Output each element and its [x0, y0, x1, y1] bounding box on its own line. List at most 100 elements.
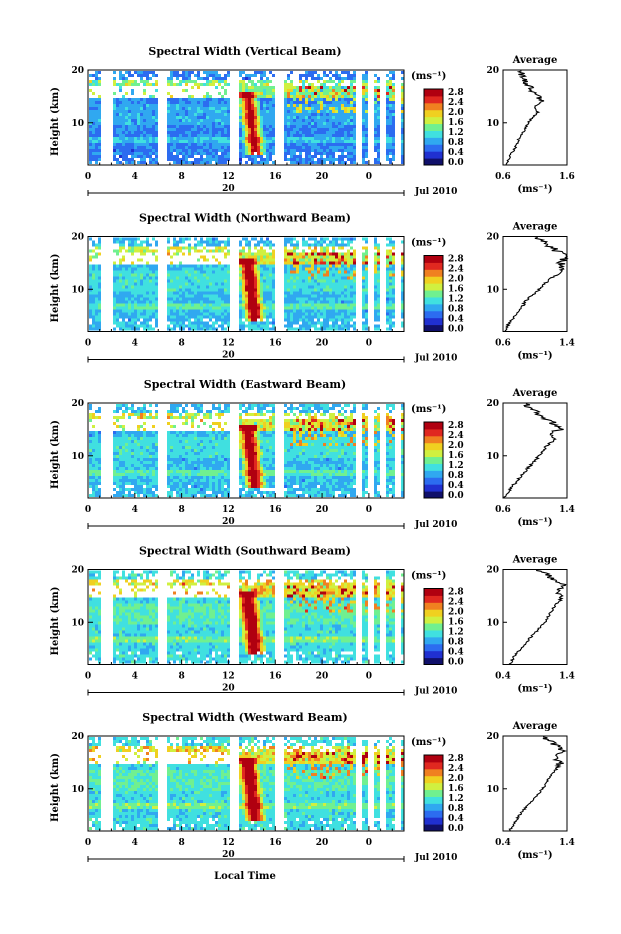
heatmap-cell — [299, 143, 302, 146]
heatmap-cell — [173, 274, 176, 277]
heatmap-cell — [92, 325, 95, 328]
heatmap-cell — [218, 155, 221, 158]
heatmap-cell — [257, 113, 260, 116]
heatmap-cell — [335, 95, 338, 98]
heatmap-cell — [260, 250, 263, 253]
heatmap-cell — [269, 143, 272, 146]
heatmap-cell — [188, 322, 191, 325]
heatmap-cell — [131, 155, 134, 158]
heatmap-cell — [311, 325, 314, 328]
heatmap-cell — [293, 268, 296, 271]
heatmap-cell — [221, 128, 224, 131]
heatmap-cell — [335, 137, 338, 140]
heatmap-cell — [314, 256, 317, 259]
heatmap-cell — [131, 140, 134, 143]
heatmap-cell — [128, 119, 131, 122]
heatmap-cell — [209, 271, 212, 274]
heatmap-cell — [386, 143, 389, 146]
heatmap-cell — [320, 268, 323, 271]
heatmap-cell — [215, 259, 218, 262]
heatmap-cell — [125, 407, 128, 410]
heatmap-cell — [203, 140, 206, 143]
heatmap-cell — [344, 149, 347, 152]
heatmap-cell — [314, 155, 317, 158]
heatmap-cell — [260, 310, 263, 313]
heatmap-cell — [95, 449, 98, 452]
heatmap-cell — [143, 322, 146, 325]
heatmap-cell — [350, 253, 353, 256]
heatmap-cell — [167, 283, 170, 286]
heatmap-cell — [128, 128, 131, 131]
heatmap-cell — [347, 316, 350, 319]
heatmap-cell — [143, 313, 146, 316]
heatmap-cell — [218, 292, 221, 295]
heatmap-cell — [179, 286, 182, 289]
heatmap-cell — [176, 161, 179, 164]
heatmap-cell — [146, 80, 149, 83]
heatmap-cell — [239, 316, 242, 319]
heatmap-cell — [89, 461, 92, 464]
heatmap-cell — [212, 268, 215, 271]
heatmap-cell — [269, 274, 272, 277]
heatmap-cell — [323, 80, 326, 83]
heatmap-cell — [392, 283, 395, 286]
heatmap-cell — [221, 322, 224, 325]
heatmap-cell — [353, 280, 356, 283]
heatmap-cell — [296, 92, 299, 95]
heatmap-cell — [215, 122, 218, 125]
heatmap-cell — [200, 310, 203, 313]
heatmap-cell — [119, 476, 122, 479]
heatmap-cell — [239, 140, 242, 143]
heatmap-cell — [284, 107, 287, 110]
heatmap-cell — [386, 101, 389, 104]
heatmap-cell — [365, 301, 368, 304]
heatmap-cell — [152, 301, 155, 304]
heatmap-cell — [131, 479, 134, 482]
heatmap-cell — [140, 116, 143, 119]
heatmap-cell — [335, 292, 338, 295]
heatmap-cell — [263, 140, 266, 143]
heatmap-cell — [98, 437, 101, 440]
heatmap-cell — [167, 295, 170, 298]
heatmap-cell — [308, 92, 311, 95]
heatmap-cell — [182, 319, 185, 322]
heatmap-cell — [257, 292, 260, 295]
heatmap-cell — [98, 289, 101, 292]
heatmap-cell — [98, 319, 101, 322]
heatmap-cell — [131, 304, 134, 307]
heatmap-cell — [302, 328, 305, 331]
heatmap-cell — [122, 295, 125, 298]
heatmap-cell — [314, 98, 317, 101]
heatmap-cell — [251, 110, 254, 113]
heatmap-cell — [245, 295, 248, 298]
heatmap-cell — [146, 134, 149, 137]
heatmap-cell — [353, 310, 356, 313]
heatmap-cell — [212, 137, 215, 140]
heatmap-cell — [332, 158, 335, 161]
heatmap-cell — [215, 77, 218, 80]
heatmap-cell — [143, 89, 146, 92]
heatmap-cell — [353, 71, 356, 74]
heatmap-cell — [155, 80, 158, 83]
heatmap-cell — [323, 316, 326, 319]
heatmap-cell — [344, 313, 347, 316]
heatmap-cell — [308, 247, 311, 250]
heatmap-cell — [197, 107, 200, 110]
heatmap-cell — [224, 295, 227, 298]
heatmap-cell — [194, 137, 197, 140]
heatmap-cell — [251, 89, 254, 92]
heatmap-cell — [173, 137, 176, 140]
heatmap-cell — [347, 101, 350, 104]
heatmap-cell — [386, 298, 389, 301]
heatmap-cell — [224, 116, 227, 119]
heatmap-cell — [116, 295, 119, 298]
heatmap-cell — [245, 271, 248, 274]
heatmap-cell — [122, 461, 125, 464]
heatmap-cell — [119, 268, 122, 271]
heatmap-cell — [116, 461, 119, 464]
heatmap-cell — [119, 119, 122, 122]
x-tick-label: 12 — [222, 172, 235, 182]
heatmap-cell — [320, 101, 323, 104]
heatmap-cell — [341, 107, 344, 110]
heatmap-cell — [131, 92, 134, 95]
